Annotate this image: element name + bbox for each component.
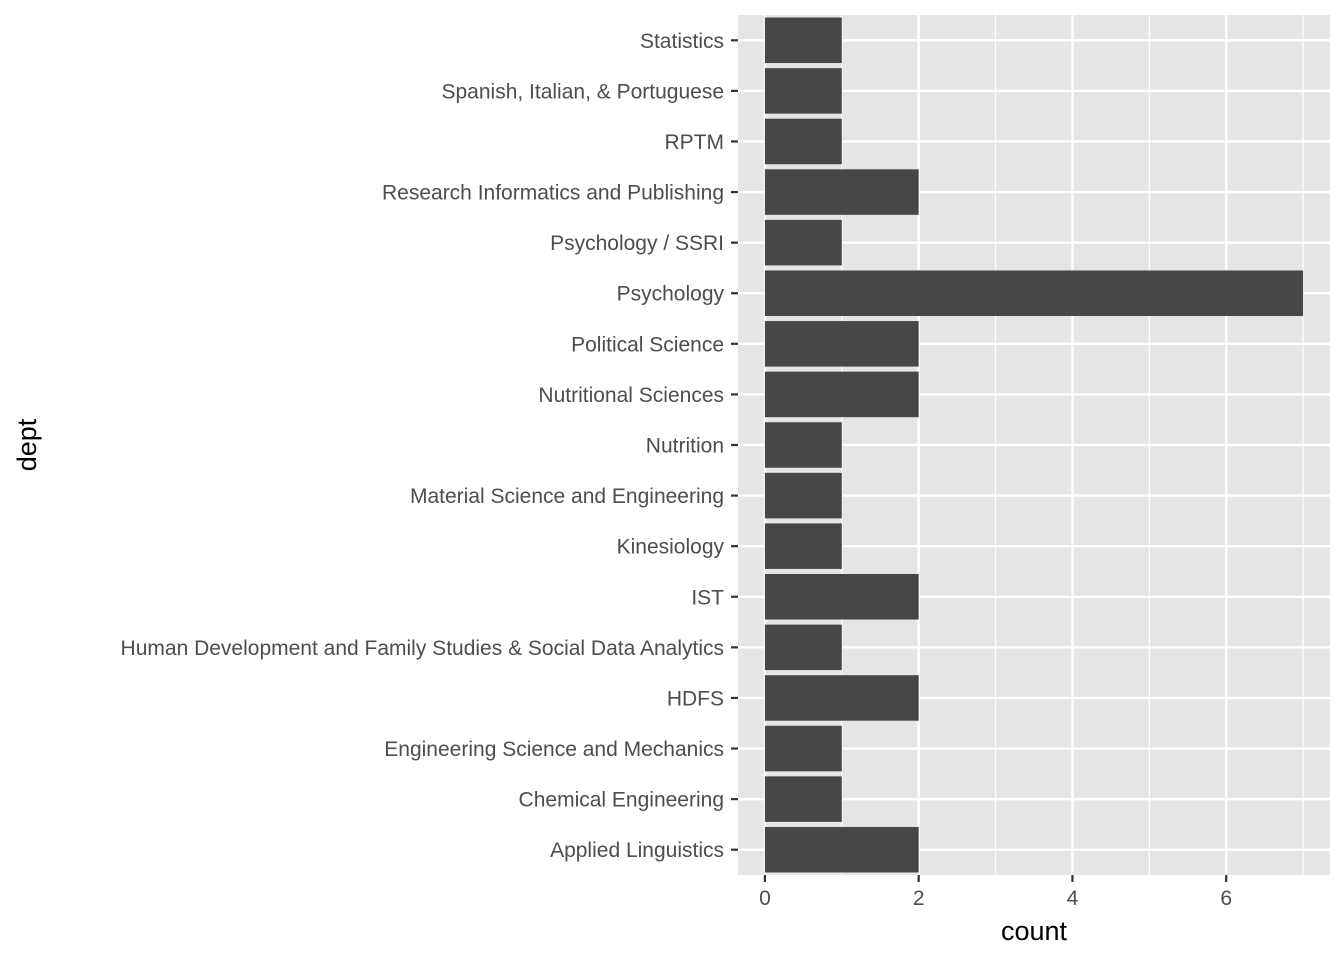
bar [764, 270, 1304, 316]
y-tick-label: Spanish, Italian, & Portuguese [441, 80, 724, 103]
bar [764, 574, 919, 620]
bar [764, 169, 919, 215]
y-tick-label: Psychology / SSRI [550, 232, 724, 255]
x-tick-label: 4 [1067, 887, 1079, 910]
y-tick-label: Chemical Engineering [519, 789, 724, 812]
bar [764, 371, 919, 418]
y-axis-title: dept [12, 418, 42, 471]
bar [764, 472, 842, 519]
x-tick-label: 0 [759, 887, 771, 910]
bar [764, 675, 919, 721]
y-tick-label: Material Science and Engineering [410, 485, 724, 508]
y-tick-label: IST [691, 586, 724, 609]
bar [764, 17, 842, 64]
y-tick-label: Kinesiology [617, 536, 725, 559]
x-tick-label: 6 [1220, 887, 1232, 910]
y-axis: Applied Linguistics Chemical Engineering E… [121, 30, 738, 862]
bar [764, 776, 842, 822]
y-tick-label: Nutritional Sciences [538, 384, 724, 407]
bar [764, 523, 842, 569]
bar [764, 422, 842, 468]
y-tick-label: Research Informatics and Publishing [382, 182, 724, 205]
y-tick-label: Psychology [617, 283, 725, 306]
x-axis-title: count [1001, 916, 1068, 946]
y-tick-label: Human Development and Family Studies & S… [121, 637, 724, 660]
y-tick-label: Statistics [640, 30, 724, 53]
y-tick-label: Nutrition [646, 435, 724, 458]
bar [764, 118, 842, 165]
bars [764, 17, 1304, 873]
x-tick-label: 2 [913, 887, 925, 910]
y-tick-label: Applied Linguistics [550, 839, 724, 862]
y-tick-label: HDFS [667, 687, 724, 710]
bar [764, 725, 842, 772]
bar [764, 826, 919, 873]
bar [764, 68, 842, 114]
bar [764, 321, 919, 367]
bar [764, 624, 842, 671]
y-tick-label: RPTM [665, 131, 725, 154]
bar [764, 219, 842, 266]
y-tick-label: Political Science [571, 333, 724, 356]
x-axis: 0 2 4 6 [759, 875, 1232, 910]
y-tick-label: Engineering Science and Mechanics [384, 738, 724, 761]
